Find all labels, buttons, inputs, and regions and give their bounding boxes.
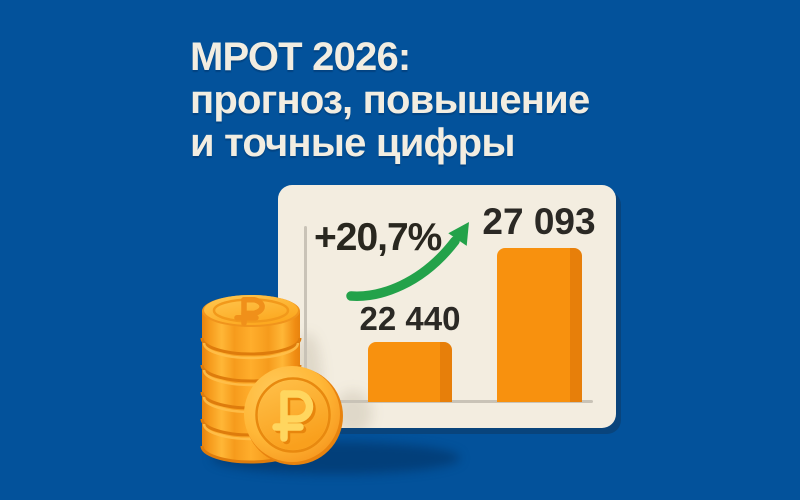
chart-card: +20,7% 22 440 27 093 [278, 185, 616, 428]
front-ruble-coin [244, 366, 343, 465]
bar-value-label-current: 22 440 [359, 300, 461, 337]
chart-y-axis [304, 226, 307, 403]
page-title: МРОТ 2026: прогноз, повышение и точные ц… [190, 35, 590, 165]
ruble-coins-illustration [200, 295, 343, 465]
growth-percent-label: +20,7% [314, 216, 442, 259]
title-line-2: прогноз, повышение [190, 78, 590, 122]
growth-arrow-shaft [346, 236, 460, 301]
ruble-symbol-front-coin [272, 390, 316, 445]
bar-value-label-2026: 27 093 [482, 201, 596, 242]
growth-arrow-head [448, 222, 469, 246]
growth-arrow-icon [346, 222, 469, 301]
chart-bar-2026 [497, 248, 582, 402]
title-line-1: МРОТ 2026: [190, 35, 411, 79]
chart-bar-current [368, 342, 452, 402]
ruble-symbol-top-coin [237, 300, 262, 324]
title-line-3: и точные цифры [190, 121, 515, 165]
